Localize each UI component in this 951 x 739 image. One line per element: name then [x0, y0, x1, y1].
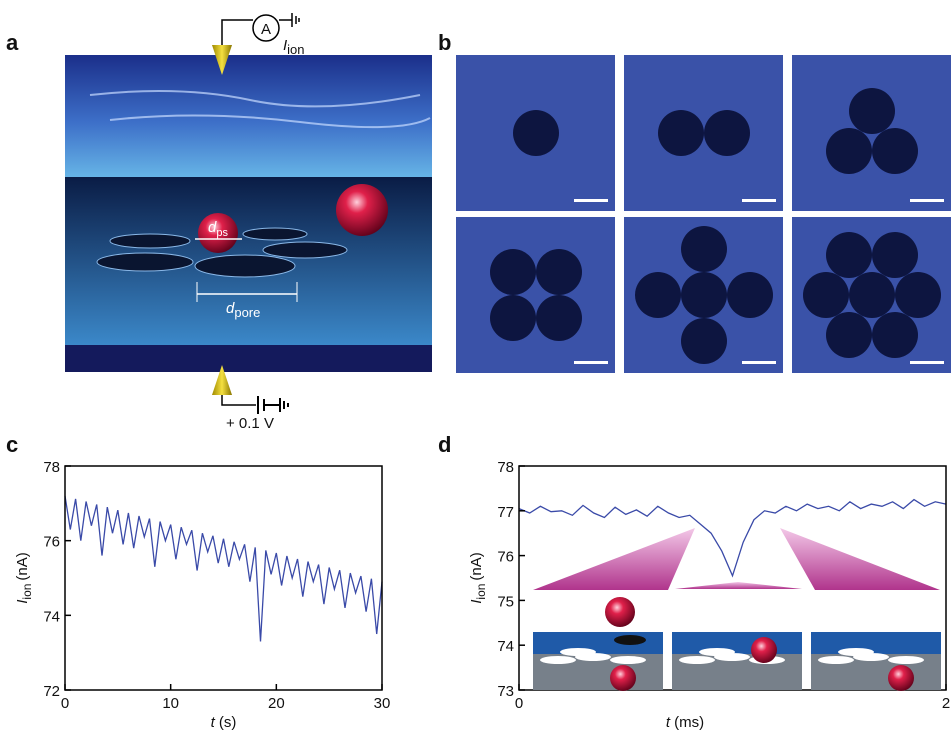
- inset-shadow: [614, 635, 646, 645]
- x-label-symbol: t: [211, 714, 216, 731]
- micrograph: [624, 55, 783, 211]
- pore: [681, 318, 727, 364]
- inset-pore: [560, 648, 596, 656]
- y-tick-label: 76: [497, 549, 514, 566]
- panel-d-insets: [533, 528, 941, 691]
- inset-particle: [888, 665, 914, 691]
- bias-label: + 0.1 V: [226, 415, 274, 432]
- y-tick-label: 72: [43, 683, 60, 700]
- x-label-unit: (s): [219, 714, 237, 731]
- y-label-unit: (nA): [468, 552, 485, 580]
- inset-pore: [888, 656, 924, 664]
- y-label-unit: (nA): [14, 552, 31, 580]
- micrograph: [792, 55, 951, 211]
- pore: [536, 249, 582, 295]
- pore: [803, 272, 849, 318]
- y-axis-label: Iion(nA): [14, 552, 34, 604]
- x-tick-label: 10: [162, 695, 179, 712]
- pore: [681, 272, 727, 318]
- data-line: [519, 500, 946, 576]
- current-label: Iion: [283, 37, 305, 57]
- inset-particle: [605, 597, 635, 627]
- micrograph: [624, 217, 783, 373]
- inset-top: [672, 632, 802, 654]
- panel-label: d: [438, 432, 451, 457]
- y-label-subscript: ion: [474, 584, 488, 600]
- pore: [826, 312, 872, 358]
- y-tick-label: 75: [497, 593, 514, 610]
- pore: [826, 232, 872, 278]
- inset-pore: [679, 656, 715, 664]
- pore: [704, 110, 750, 156]
- ammeter-label: A: [261, 21, 271, 38]
- pore: [658, 110, 704, 156]
- inset-pore: [818, 656, 854, 664]
- inset-pore: [610, 656, 646, 664]
- inset-pore: [540, 656, 576, 664]
- panel-label: a: [6, 30, 19, 55]
- x-label-unit: (ms): [674, 714, 704, 731]
- y-tick-label: 78: [497, 459, 514, 476]
- pore: [872, 312, 918, 358]
- inset-image: [672, 632, 802, 690]
- inset-particle: [610, 665, 636, 691]
- y-tick-label: 78: [43, 459, 60, 476]
- x-tick-label: 2: [942, 695, 950, 712]
- scale-bar: [574, 361, 608, 364]
- pore: [490, 295, 536, 341]
- x-label-symbol: t: [666, 714, 671, 731]
- y-tick-label: 77: [497, 504, 514, 521]
- inset-particle: [751, 637, 777, 663]
- micrograph: [456, 55, 615, 211]
- data-line: [65, 496, 382, 642]
- inset-pore: [699, 648, 735, 656]
- plot-frame: [65, 466, 382, 690]
- pore: [872, 232, 918, 278]
- x-axis-label: t (ms): [666, 714, 704, 731]
- x-tick-label: 0: [61, 695, 69, 712]
- pore: [727, 272, 773, 318]
- pore: [513, 110, 559, 156]
- inset-top: [533, 632, 663, 654]
- inset-image: [811, 632, 941, 691]
- x-tick-label: 0: [515, 695, 523, 712]
- inset-pore: [838, 648, 874, 656]
- pore: [681, 226, 727, 272]
- panel-a: dps dpore A Iion + 0.1 V: [65, 13, 432, 432]
- panel-label: c: [6, 432, 18, 457]
- scale-bar: [574, 199, 608, 202]
- pore: [872, 128, 918, 174]
- y-label-subscript: ion: [20, 584, 34, 600]
- micrograph: [456, 217, 615, 373]
- pore: [635, 272, 681, 318]
- inset-top: [811, 632, 941, 654]
- pore: [490, 249, 536, 295]
- x-axis-label: t (s): [211, 714, 237, 731]
- scale-bar: [742, 361, 776, 364]
- y-axis-label: Iion(nA): [468, 552, 488, 604]
- pore: [895, 272, 941, 318]
- micrograph-bg: [456, 217, 615, 373]
- panel-label: b: [438, 30, 451, 55]
- scale-bar: [742, 199, 776, 202]
- pore: [849, 88, 895, 134]
- pore: [826, 128, 872, 174]
- pore: [536, 295, 582, 341]
- scale-bar: [910, 199, 944, 202]
- scale-bar: [910, 361, 944, 364]
- y-tick-label: 74: [497, 638, 514, 655]
- pore: [849, 272, 895, 318]
- panel-b: [456, 55, 951, 373]
- y-tick-label: 74: [43, 608, 60, 625]
- x-tick-label: 20: [268, 695, 285, 712]
- micrograph: [792, 217, 951, 373]
- y-tick-label: 73: [497, 683, 514, 700]
- figure: a b c d dps dpore A Iion + 0.1 V 72 74 76 7…: [0, 0, 951, 734]
- x-tick-label: 30: [374, 695, 391, 712]
- y-tick-label: 76: [43, 534, 60, 551]
